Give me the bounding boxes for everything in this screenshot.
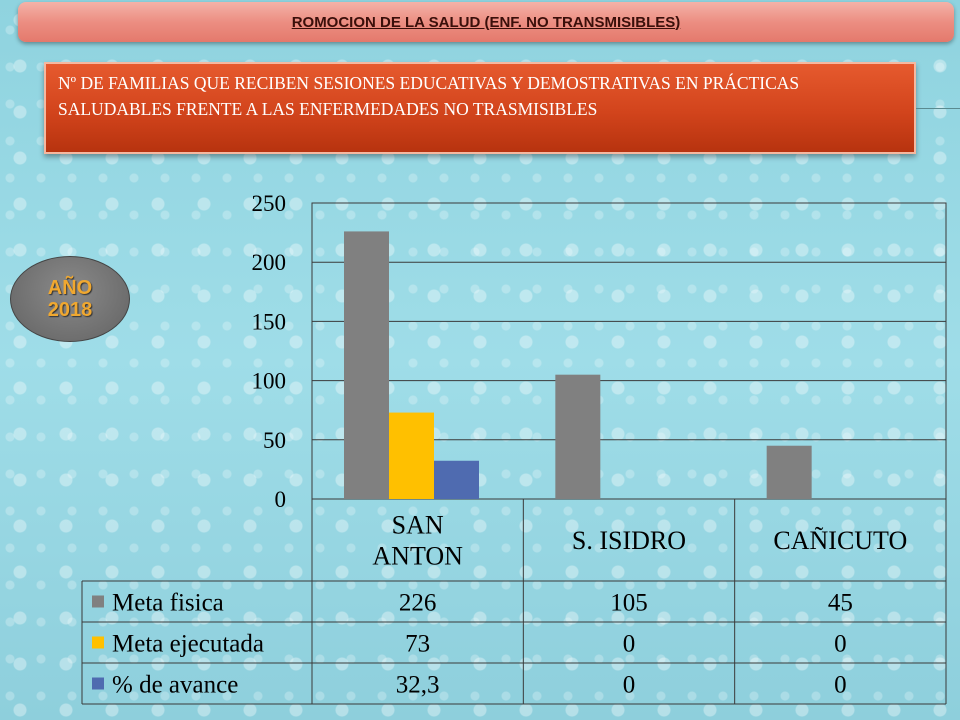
data-label: 45 [828,590,853,617]
y-tick-label: 100 [252,369,287,394]
data-label: 0 [834,631,847,658]
bar-meta-ejecutada [389,412,434,499]
y-tick-label: 150 [252,309,287,334]
header-banner: ROMOCION DE LA SALUD (ENF. NO TRANSMISIB… [18,2,954,42]
legend-label: % de avance [112,672,238,699]
legend-label: Meta fisica [112,590,224,617]
category-label: S. ISIDRO [572,526,686,555]
year-badge-label: AÑO [47,277,93,299]
bar-meta-fisica [555,374,601,499]
y-tick-label: 0 [275,487,287,512]
year-badge-year: 2018 [47,299,93,321]
chart-subtitle-box: Nº DE FAMILIAS QUE RECIBEN SESIONES EDUC… [44,62,916,154]
legend-label: Meta ejecutada [112,631,264,658]
y-tick-label: 50 [263,428,286,453]
data-label: 0 [623,631,636,658]
y-tick-label: 250 [252,191,287,216]
bar-meta-fisica [766,445,812,499]
category-label: CAÑICUTO [773,526,907,555]
data-label: 73 [405,631,430,658]
legend-key [92,595,104,608]
data-label: 0 [834,672,847,699]
y-tick-label: 200 [252,250,287,275]
data-label: 226 [399,590,437,617]
bar-meta-fisica [344,231,389,499]
legend-key [92,636,104,649]
chart-subtitle: Nº DE FAMILIAS QUE RECIBEN SESIONES EDUC… [58,73,800,119]
data-label: 105 [610,590,648,617]
page-title: ROMOCION DE LA SALUD (ENF. NO TRANSMISIB… [291,13,681,31]
year-badge: AÑO 2018 [10,256,130,342]
category-label: ANTON [372,542,463,571]
data-label: 0 [623,672,636,699]
bar--de-avance [434,460,479,499]
data-label: 32,3 [396,672,440,699]
category-label: SAN [392,511,444,540]
legend-key [92,677,104,690]
divider-line [916,108,960,109]
